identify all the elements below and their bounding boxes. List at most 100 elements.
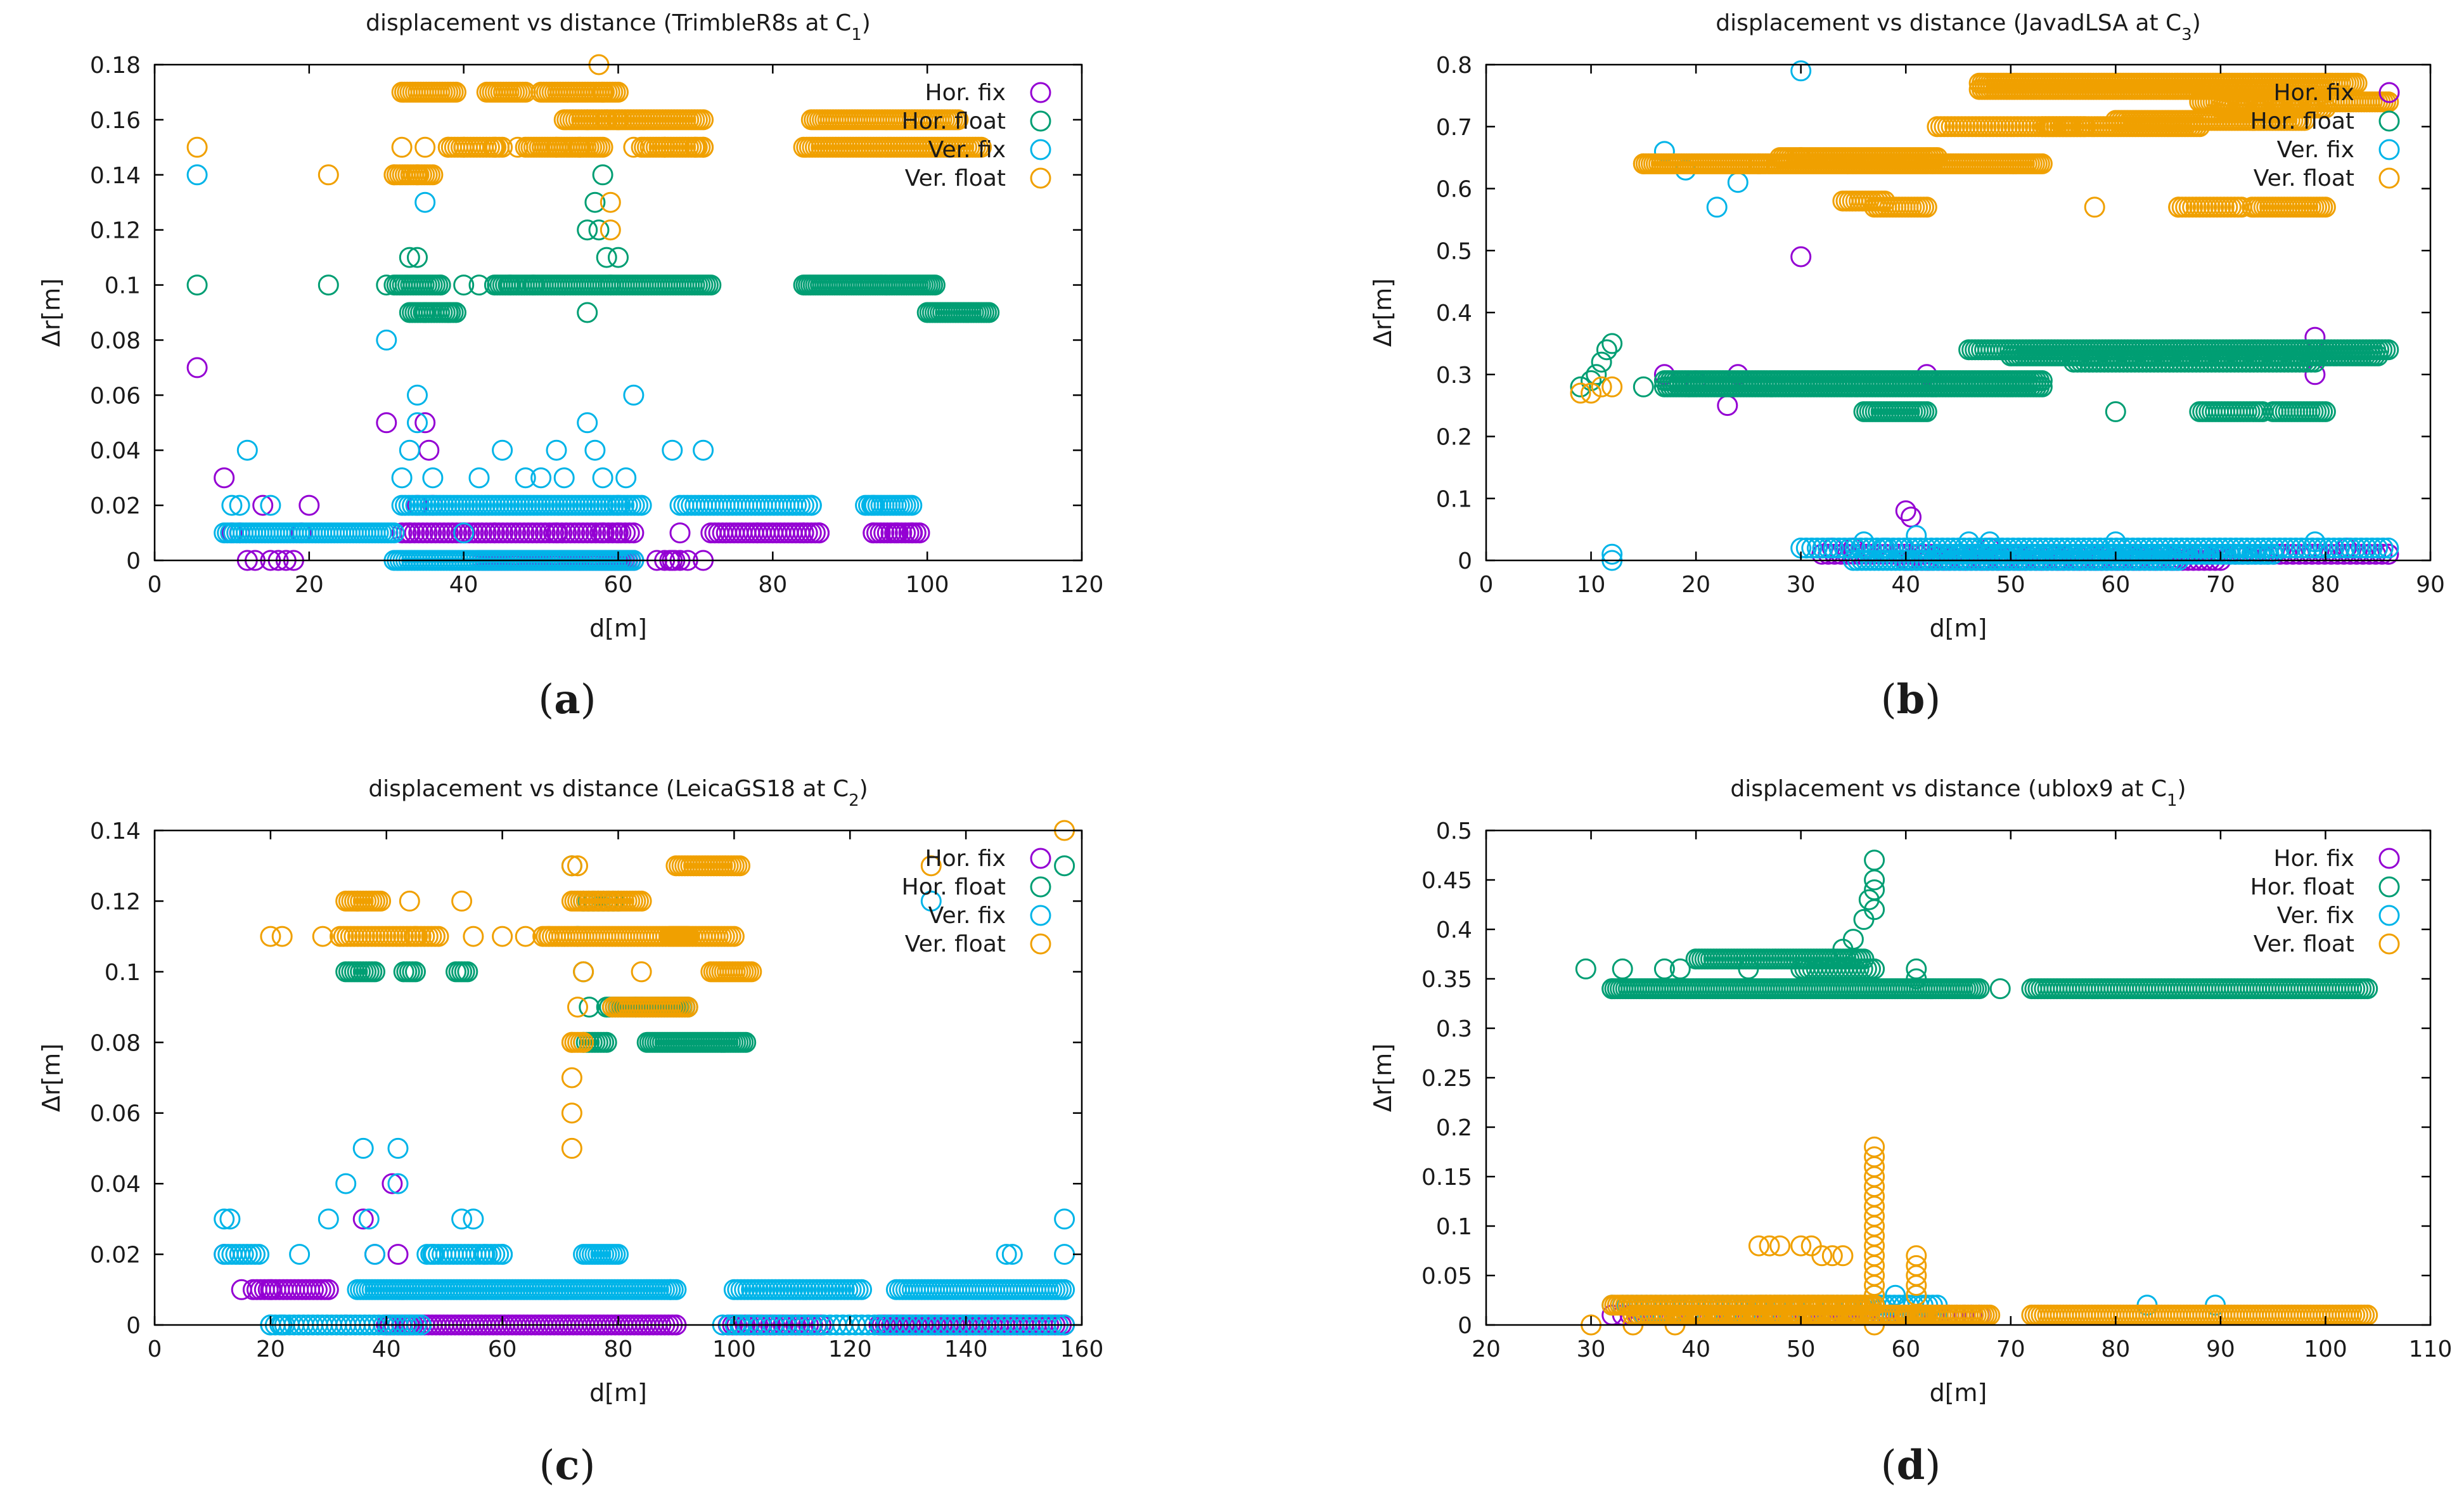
legend-label: Hor. float [902,108,1006,134]
x-tick-label: 100 [712,1336,756,1362]
data-point [1575,958,1596,979]
data-point [1790,246,1812,268]
data-point [530,467,552,489]
y-tick-label: 0.1 [105,273,141,299]
data-point [1864,849,1885,871]
data-point [1054,1244,1075,1265]
legend-label: Ver. fix [928,903,1006,929]
x-tick-label: 40 [449,572,478,598]
data-point [1853,531,1875,553]
x-tick-label: 0 [148,1336,162,1362]
data-point [407,164,428,186]
legend-label: Hor. fix [925,846,1006,872]
data-point [1853,908,1875,930]
data-point [2318,538,2339,559]
chart-title-end: ) [859,776,868,802]
data-point [747,522,768,544]
data-point [2105,401,2126,422]
data-point [1921,538,1942,559]
x-tick-label: 20 [1681,572,1710,598]
data-point [2334,538,2356,559]
y-tick-label: 0.08 [90,1030,141,1056]
data-point [1823,538,1844,559]
y-tick-label: 0.12 [90,218,141,244]
y-tick-label: 0.08 [90,328,141,354]
chart-title-main: displacement vs distance (TrimbleR8s at … [366,10,851,36]
data-point [422,467,444,489]
legend-label: Ver. float [905,931,1006,957]
data-point [885,522,907,544]
data-point [414,191,436,213]
data-point [1054,855,1075,877]
legend-marker [1030,110,1051,132]
data-series-group [1570,60,2399,571]
data-point [631,494,652,516]
x-tick-label: 120 [1060,572,1104,598]
data-point [1591,351,1612,373]
data-point [186,357,208,378]
x-tick-label: 80 [758,572,787,598]
chart-title-subscript: 1 [2167,791,2178,810]
legend-marker [2378,167,2400,189]
data-point [2262,543,2284,565]
y-tick-label: 0.04 [90,438,141,464]
data-point [800,494,822,516]
legend-label: Ver. float [905,165,1006,191]
data-point [1979,531,2001,553]
data-point [608,522,629,544]
data-point [418,439,440,461]
x-tick-label: 0 [1479,572,1494,598]
data-point [693,109,714,131]
data-point [387,1137,409,1159]
data-point [484,522,505,544]
data-point [1916,401,1937,422]
x-tick-label: 50 [1996,572,2025,598]
legend-marker [1030,905,1051,926]
x-tick-label: 60 [488,1336,517,1362]
x-tick-label: 30 [1787,572,1816,598]
chart-title: displacement vs distance (LeicaGS18 at C… [368,776,868,810]
x-tick-label: 10 [1577,572,1606,598]
y-axis-label: Δr[m] [37,1043,65,1112]
data-point [592,81,613,103]
data-point [596,109,617,131]
data-point [2105,531,2126,553]
y-tick-label: 0.16 [90,108,141,134]
data-point [399,247,420,268]
x-tick-label: 120 [828,1336,872,1362]
legend-marker [2378,110,2400,132]
data-point [2314,401,2336,422]
data-point [1596,339,1617,361]
data-point [546,439,567,461]
legend-marker [1030,848,1051,869]
data-point [446,81,466,103]
data-point [463,1208,484,1230]
data-point [1717,395,1738,417]
legend-label: Hor. fix [925,80,1006,106]
data-point [1601,543,1623,565]
data-point [546,136,567,158]
data-point [352,1137,374,1159]
data-point [1633,376,1654,397]
data-point [1581,382,1602,404]
panel-d: displacement vs distance (ublox9 at C1)2… [1369,776,2452,1407]
data-point [1883,538,1904,559]
data-point [484,136,505,158]
x-tick-label: 70 [2206,572,2235,598]
data-point [437,302,459,323]
data-point [1866,538,1888,559]
data-point [654,136,676,158]
y-tick-label: 0.3 [1436,363,1472,389]
chart-title: displacement vs distance (JavadLSA at C3… [1716,10,2200,44]
chart-title-main: displacement vs distance (ublox9 at C [1730,776,2167,802]
data-point [1812,538,1833,559]
data-point [608,247,629,268]
data-point [252,494,274,516]
data-point [1989,978,2011,1000]
data-point [468,467,490,489]
legend-marker [2378,139,2400,160]
data-point [793,522,814,544]
data-point [592,522,613,544]
data-point [979,302,1000,323]
